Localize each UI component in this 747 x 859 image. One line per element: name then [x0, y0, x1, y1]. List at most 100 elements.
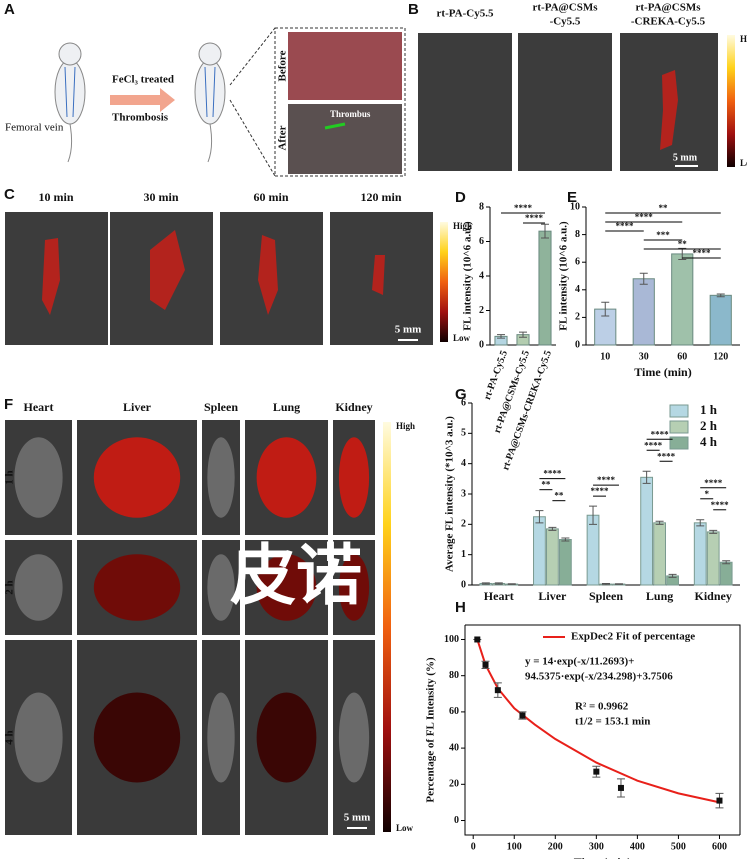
- x-tick-label: Spleen: [589, 589, 623, 603]
- x-tick-label: 0: [471, 841, 476, 852]
- organ: [14, 437, 63, 518]
- y-tick-label: 40: [449, 742, 459, 753]
- organ: [256, 692, 317, 783]
- panel-label: B: [408, 1, 419, 18]
- x-tick-label: Kidney: [695, 589, 732, 603]
- bar: [671, 253, 694, 346]
- mouse-head: [198, 42, 222, 66]
- x-tick-label: Heart: [484, 589, 514, 603]
- error-bar: [639, 272, 648, 285]
- legend-swatch: [669, 404, 689, 418]
- y-axis-label: Average FL intensity (*10^3 a.u.): [444, 416, 456, 572]
- significance-label: ****: [543, 469, 562, 479]
- x-tick-label: 120: [713, 351, 728, 362]
- panel-label: F: [4, 396, 13, 413]
- column-label: Heart: [24, 400, 54, 414]
- legend-swatch: [669, 436, 689, 450]
- point: [519, 712, 526, 719]
- colorbar: [440, 222, 448, 342]
- zoom-line: [229, 99, 276, 177]
- organ: [93, 437, 181, 518]
- organ: [338, 437, 370, 518]
- bar: [546, 528, 559, 586]
- x-axis-label: Time (min): [574, 855, 631, 859]
- x-tick-label: Lung: [646, 589, 673, 603]
- column-label: -Cy5.5: [550, 16, 581, 28]
- significance-label: *: [704, 489, 709, 499]
- y-tick-label: 10: [570, 201, 580, 212]
- vein: [64, 66, 76, 118]
- photo-before: [288, 32, 402, 100]
- axis: [465, 624, 741, 835]
- bar: [533, 516, 546, 586]
- y-tick-label: 6: [575, 256, 580, 267]
- organ: [338, 554, 370, 621]
- y-tick-label: 0: [454, 815, 459, 826]
- colorbar-label: High: [396, 421, 415, 431]
- point: [494, 687, 501, 694]
- error-bar: [722, 560, 731, 565]
- x-axis-label: Time (min): [634, 365, 691, 379]
- y-axis-label: Percentage of FL Intensity (%): [425, 657, 437, 803]
- bar: [640, 476, 654, 586]
- error-bar: [601, 301, 610, 317]
- row-label: 4 h: [4, 730, 16, 744]
- scale-bar-label: 5 mm: [395, 324, 422, 336]
- colorbar-label: High: [453, 221, 472, 231]
- significance-label: ***: [656, 230, 670, 240]
- y-tick-label: 8: [575, 229, 580, 240]
- axis: [464, 625, 740, 836]
- legend-swatch: [669, 420, 689, 434]
- column-label: Spleen: [204, 400, 238, 414]
- point: [593, 768, 600, 775]
- error-bar: [519, 331, 527, 338]
- organ: [338, 692, 370, 783]
- y-tick-label: 3: [461, 488, 466, 499]
- error-bar: [655, 520, 664, 525]
- column-label: Liver: [123, 400, 152, 414]
- y-tick-label: 4: [461, 458, 466, 469]
- significance-label: ****: [711, 500, 730, 510]
- signal: [42, 238, 60, 315]
- y-tick-label: 20: [449, 779, 459, 790]
- point: [617, 784, 624, 791]
- colorbar-label: Low: [396, 823, 414, 833]
- text: Thrombosis: [112, 112, 169, 124]
- y-tick-label: 2: [461, 519, 466, 530]
- bar: [632, 278, 655, 346]
- error-bar: [535, 510, 544, 524]
- organ: [14, 692, 63, 783]
- y-tick-label: 80: [449, 670, 459, 681]
- signal: [258, 235, 278, 315]
- organ: [93, 692, 181, 783]
- legend-label: 2 h: [700, 418, 718, 433]
- significance-label: ****: [635, 212, 654, 222]
- legend-label: 4 h: [700, 434, 718, 449]
- organ: [207, 437, 235, 518]
- bar: [693, 522, 707, 586]
- error-bar: [642, 470, 651, 484]
- zoom-line: [229, 27, 276, 86]
- mouse-head: [58, 42, 82, 66]
- error-bar: [548, 526, 557, 531]
- panel-label: E: [567, 189, 577, 206]
- mouse-body: [194, 59, 226, 125]
- panel-label: H: [455, 599, 466, 616]
- panel-label: A: [4, 1, 15, 18]
- signal: [372, 255, 385, 295]
- error-bar: [494, 582, 503, 585]
- y-tick-label: 6: [479, 236, 484, 247]
- y-tick-label: 100: [444, 634, 459, 645]
- y-axis-label: FL intensity (10^6 a.u.): [558, 221, 570, 331]
- x-tick-label: 30: [639, 351, 649, 362]
- annotation: t1/2 = 153.1 min: [575, 716, 650, 728]
- column-label: 60 min: [253, 190, 288, 204]
- y-tick-label: 4: [575, 284, 580, 295]
- significance-label: **: [541, 480, 551, 490]
- column-label: 120 min: [360, 190, 401, 204]
- colorbar: [727, 35, 735, 167]
- significance-label: **: [554, 491, 564, 501]
- scale-bar-label: 5 mm: [344, 812, 371, 824]
- panel-label: G: [455, 386, 467, 403]
- error-bar: [541, 223, 549, 239]
